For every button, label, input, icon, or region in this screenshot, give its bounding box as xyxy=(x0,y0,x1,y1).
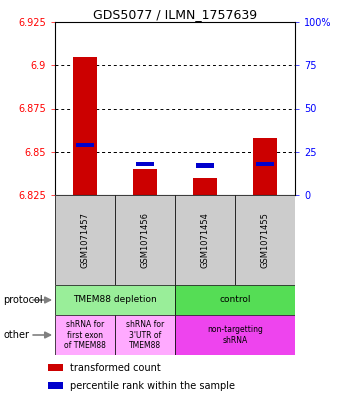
Bar xyxy=(235,195,295,285)
Bar xyxy=(253,138,277,195)
Bar xyxy=(55,195,115,285)
Text: non-targetting
shRNA: non-targetting shRNA xyxy=(207,325,263,345)
Bar xyxy=(48,382,63,389)
Bar xyxy=(55,285,175,315)
Bar xyxy=(48,364,63,371)
Text: TMEM88 depletion: TMEM88 depletion xyxy=(73,296,157,305)
Text: percentile rank within the sample: percentile rank within the sample xyxy=(70,381,235,391)
Text: GSM1071456: GSM1071456 xyxy=(140,212,150,268)
Text: control: control xyxy=(219,296,251,305)
Bar xyxy=(256,162,274,166)
Bar xyxy=(55,315,115,355)
Text: protocol: protocol xyxy=(3,295,43,305)
Bar xyxy=(175,195,235,285)
Text: GSM1071455: GSM1071455 xyxy=(260,212,270,268)
Bar xyxy=(115,195,175,285)
Bar xyxy=(115,315,175,355)
Bar xyxy=(76,143,94,147)
Text: transformed count: transformed count xyxy=(70,362,161,373)
Bar xyxy=(175,285,295,315)
Text: GSM1071457: GSM1071457 xyxy=(81,212,89,268)
Text: shRNA for
3'UTR of
TMEM88: shRNA for 3'UTR of TMEM88 xyxy=(126,320,164,350)
Text: other: other xyxy=(3,330,29,340)
Bar xyxy=(196,163,214,168)
Text: shRNA for
first exon
of TMEM88: shRNA for first exon of TMEM88 xyxy=(64,320,106,350)
Bar xyxy=(73,57,97,195)
Bar xyxy=(133,169,157,195)
Text: GSM1071454: GSM1071454 xyxy=(201,212,209,268)
Title: GDS5077 / ILMN_1757639: GDS5077 / ILMN_1757639 xyxy=(93,8,257,21)
Bar xyxy=(136,162,154,166)
Bar xyxy=(175,315,295,355)
Bar xyxy=(193,178,217,195)
